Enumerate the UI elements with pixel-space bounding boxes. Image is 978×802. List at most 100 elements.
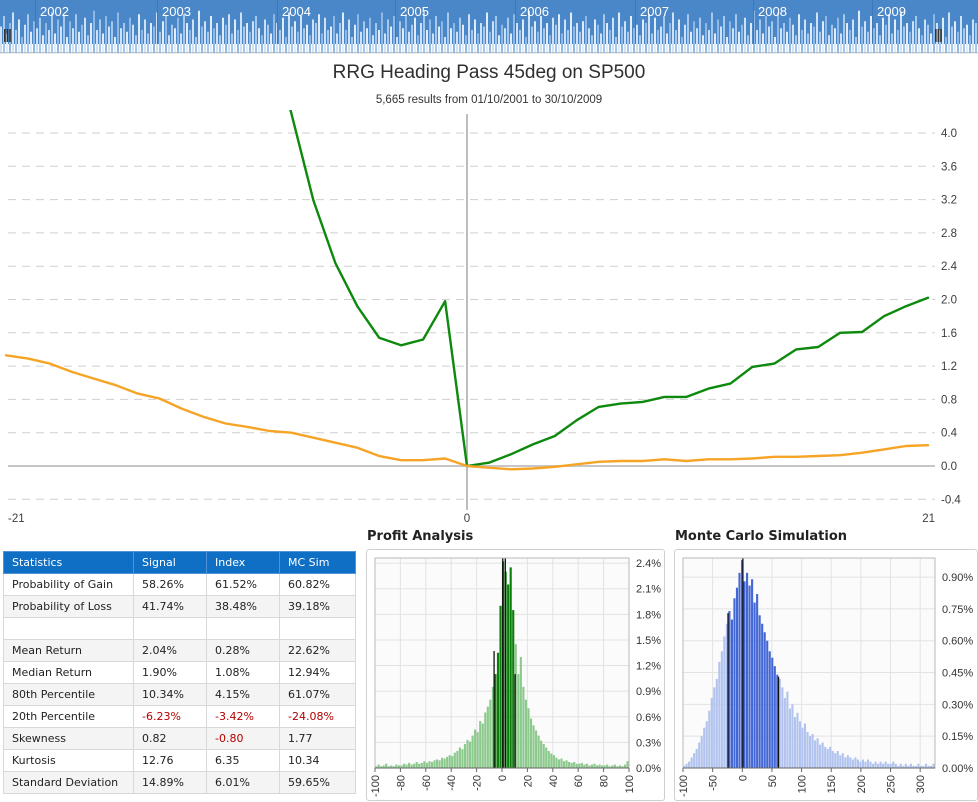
table-cell: 39.18%	[279, 595, 356, 618]
hist-x-label: 100	[797, 775, 809, 793]
range-handle-right-icon[interactable]	[935, 29, 942, 42]
table-cell: Probability of Loss	[3, 595, 134, 618]
hist-y-label: 1.5%	[636, 635, 661, 647]
table-cell: 6.01%	[206, 771, 280, 794]
timeline-year-label: 2005	[400, 4, 429, 19]
year-divider	[515, 0, 516, 44]
table-cell: 22.62%	[279, 639, 356, 662]
hist-y-label: 0.0%	[636, 763, 661, 775]
profit-analysis-panel: 0.0% 0.3% 0.6% 0.9% 1.2% 1.5% 1.8% 2.1% 2.4% -100…	[366, 549, 665, 801]
table-cell: 38.48%	[206, 595, 280, 618]
y-axis-label: 2.8	[941, 228, 957, 240]
y-axis-label: 0.8	[941, 394, 957, 406]
timeline-bars	[0, 10, 977, 53]
x-axis-label: 0	[464, 513, 470, 525]
table-cell: 80th Percentile	[3, 683, 134, 706]
year-divider	[157, 0, 158, 44]
y-axis-label: 1.2	[941, 361, 957, 373]
x-axis-label: -21	[8, 513, 25, 525]
table-row	[3, 617, 356, 640]
page-title: RRG Heading Pass 45deg on SP500	[332, 62, 646, 83]
hist-y-label: 0.9%	[636, 686, 661, 698]
hist-y-label: 0.75%	[942, 604, 973, 616]
table-header-cell: Signal	[133, 551, 207, 574]
hist-x-label: 250	[886, 775, 898, 793]
hist-x-label: 60	[573, 775, 585, 787]
panel-title-monte-carlo: Monte Carlo Simulation	[675, 529, 848, 544]
timeline-year-label: 2006	[520, 4, 549, 19]
table-cell: 14.89%	[133, 771, 207, 794]
table-row: Kurtosis 12.76 6.35 10.34	[3, 749, 356, 772]
y-axis-label: -0.4	[941, 494, 961, 506]
stats-table: Statistics Signal Index MC Sim Probability o…	[3, 551, 356, 794]
timeline-range-selector[interactable]: 2002 2003 2004 2005 2006 2007 2008 2009	[0, 0, 978, 54]
table-row: Median Return 1.90% 1.08% 12.94%	[3, 661, 356, 684]
table-cell: 0.28%	[206, 639, 280, 662]
table-cell: 6.35	[206, 749, 280, 772]
hist-x-label: 0	[737, 775, 749, 781]
table-cell: 10.34	[279, 749, 356, 772]
hist-x-label: 20	[522, 775, 534, 787]
table-cell: Skewness	[3, 727, 134, 750]
hist-y-label: 0.15%	[942, 731, 973, 743]
table-cell: 10.34%	[133, 683, 207, 706]
year-divider	[395, 0, 396, 44]
table-cell: 61.07%	[279, 683, 356, 706]
hist-x-label: 100	[624, 775, 636, 793]
table-cell: Probability of Gain	[3, 573, 134, 596]
percentile-markers	[493, 558, 516, 768]
table-cell: 0.82	[133, 727, 207, 750]
timeline-baseline	[0, 52, 978, 54]
table-cell: 1.77	[279, 727, 356, 750]
table-cell: Standard Deviation	[3, 771, 134, 794]
table-cell: -0.80	[206, 727, 280, 750]
table-cell: 1.08%	[206, 661, 280, 684]
table-row: 80th Percentile 10.34% 4.15% 61.07%	[3, 683, 356, 706]
y-axis-label: 3.2	[941, 195, 957, 207]
y-axis-label: 2.4	[941, 261, 958, 273]
hist-x-label: -100	[370, 775, 382, 797]
series-orange-line	[4, 354, 930, 471]
page-subtitle: 5,665 results from 01/10/2001 to 30/10/2…	[375, 94, 603, 106]
hist-x-label: -50	[708, 775, 720, 791]
year-divider	[35, 0, 36, 44]
hist-x-label: -20	[472, 775, 484, 791]
table-cell: -6.23%	[133, 705, 207, 728]
table-cell: 61.52%	[206, 573, 280, 596]
hist-y-label: 0.00%	[942, 763, 973, 775]
table-cell: 60.82%	[279, 573, 356, 596]
hist-axes: 0.00% 0.15% 0.30% 0.45% 0.60% 0.75% 0.90% -100 -…	[678, 572, 973, 797]
hist-y-label: 0.90%	[942, 572, 973, 584]
hist-y-label: 0.60%	[942, 636, 973, 648]
hist-x-label: 300	[915, 775, 927, 793]
table-cell: 2.04%	[133, 639, 207, 662]
year-divider	[753, 0, 754, 44]
table-cell: Median Return	[3, 661, 134, 684]
profit-histogram: 0.0% 0.3% 0.6% 0.9% 1.2% 1.5% 1.8% 2.1% 2.4% -100…	[370, 557, 661, 797]
y-axis-label: 2.0	[941, 295, 957, 307]
hist-axes: 0.0% 0.3% 0.6% 0.9% 1.2% 1.5% 1.8% 2.1% 2.4% -100…	[370, 558, 661, 797]
table-cell: 12.94%	[279, 661, 356, 684]
hist-x-label: -40	[446, 775, 458, 791]
hist-y-label: 1.2%	[636, 661, 661, 673]
table-row: Mean Return 2.04% 0.28% 22.62%	[3, 639, 356, 662]
table-cell: 41.74%	[133, 595, 207, 618]
hist-x-label: -60	[421, 775, 433, 791]
hist-x-label: 200	[856, 775, 868, 793]
hist-y-label: 0.30%	[942, 699, 973, 711]
year-divider	[277, 0, 278, 44]
timeline-year-axis: 2002 2003 2004 2005 2006 2007 2008 2009	[35, 0, 906, 44]
timeline-year-label: 2003	[162, 4, 191, 19]
y-axis-label: 0.0	[941, 461, 957, 473]
table-cell: 12.76	[133, 749, 207, 772]
range-handle-left-icon[interactable]	[4, 29, 11, 42]
hist-y-label: 0.45%	[942, 668, 973, 680]
table-cell	[133, 617, 207, 640]
monte-carlo-panel: 0.00% 0.15% 0.30% 0.45% 0.60% 0.75% 0.90% -100 -…	[674, 549, 978, 801]
hist-y-label: 2.4%	[636, 558, 661, 570]
panel-title-profit-analysis: Profit Analysis	[367, 529, 474, 544]
statistics-table: Statistics Signal Index MC Sim Probability o…	[3, 551, 356, 794]
table-row: Probability of Gain 58.26% 61.52% 60.82%	[3, 573, 356, 596]
y-axis-label: 3.6	[941, 161, 957, 173]
table-cell: 1.90%	[133, 661, 207, 684]
